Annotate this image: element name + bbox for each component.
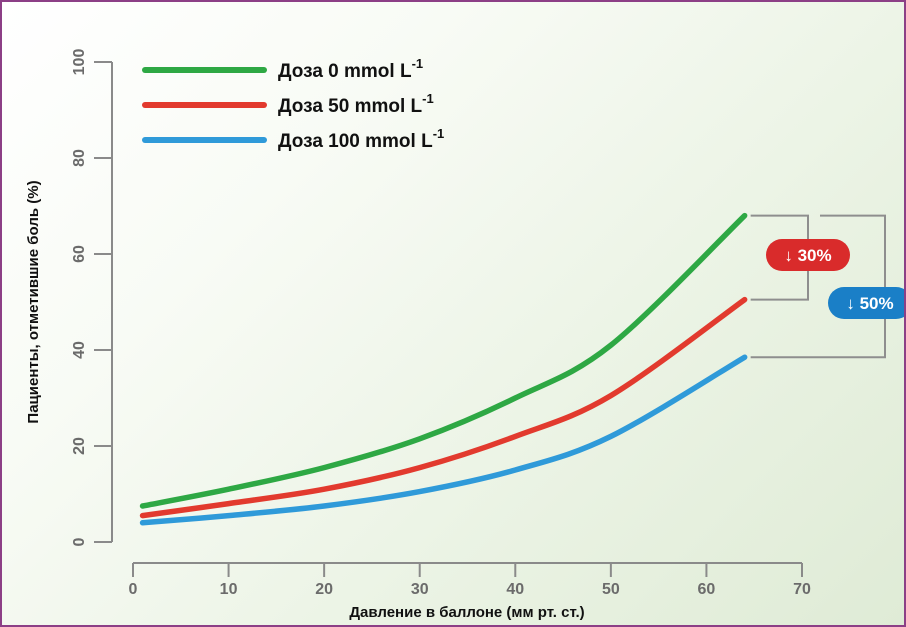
- legend-label-1: Доза 50 mmol L-1: [278, 91, 434, 117]
- badge-50-shape: [828, 287, 904, 319]
- x-tick-label: 30: [411, 581, 429, 598]
- series-line-0: [139, 212, 748, 509]
- reduction-brackets: ↓ 30% ↓ 50%: [750, 214, 904, 359]
- legend-superscript-2: -1: [433, 126, 445, 141]
- x-axis-title: Давление в баллоне (мм рт. ст.): [349, 604, 584, 621]
- y-tick-label: 20: [71, 437, 88, 455]
- axes: 0 20 40 60 80 100 0 10 20 30 40 50 60 70: [71, 49, 811, 598]
- y-tick-label: 80: [71, 149, 88, 167]
- legend-label-2: Доза 100 mmol L-1: [278, 126, 444, 152]
- x-tick-label: 40: [506, 581, 524, 598]
- y-tick-label: 0: [71, 537, 88, 546]
- x-tick-label: 60: [698, 581, 716, 598]
- x-tick-label: 50: [602, 581, 620, 598]
- x-tick-label: 20: [315, 581, 333, 598]
- bracket-50: [750, 214, 886, 359]
- x-tick-label: 0: [129, 581, 138, 598]
- legend-label-0: Доза 0 mmol L-1: [278, 56, 423, 82]
- y-tick-label: 100: [71, 49, 88, 76]
- y-tick-label: 40: [71, 341, 88, 359]
- legend-superscript-0: -1: [412, 56, 424, 71]
- y-tick-label: 60: [71, 245, 88, 263]
- series-line-1: [139, 296, 748, 519]
- badge-50-label: ↓ 50%: [846, 294, 893, 313]
- series-lines: [139, 212, 748, 526]
- series-line-2: [139, 354, 748, 526]
- x-tick-label: 70: [793, 581, 811, 598]
- badge-30-label: ↓ 30%: [784, 246, 831, 265]
- x-tick-label: 10: [220, 581, 238, 598]
- badge-30-shape: [766, 239, 850, 271]
- legend: Доза 0 mmol L-1 Доза 50 mmol L-1 Доза 100 …: [142, 56, 444, 152]
- y-axis-title: Пациенты, отметившие боль (%): [25, 180, 42, 423]
- legend-superscript-1: -1: [422, 91, 434, 106]
